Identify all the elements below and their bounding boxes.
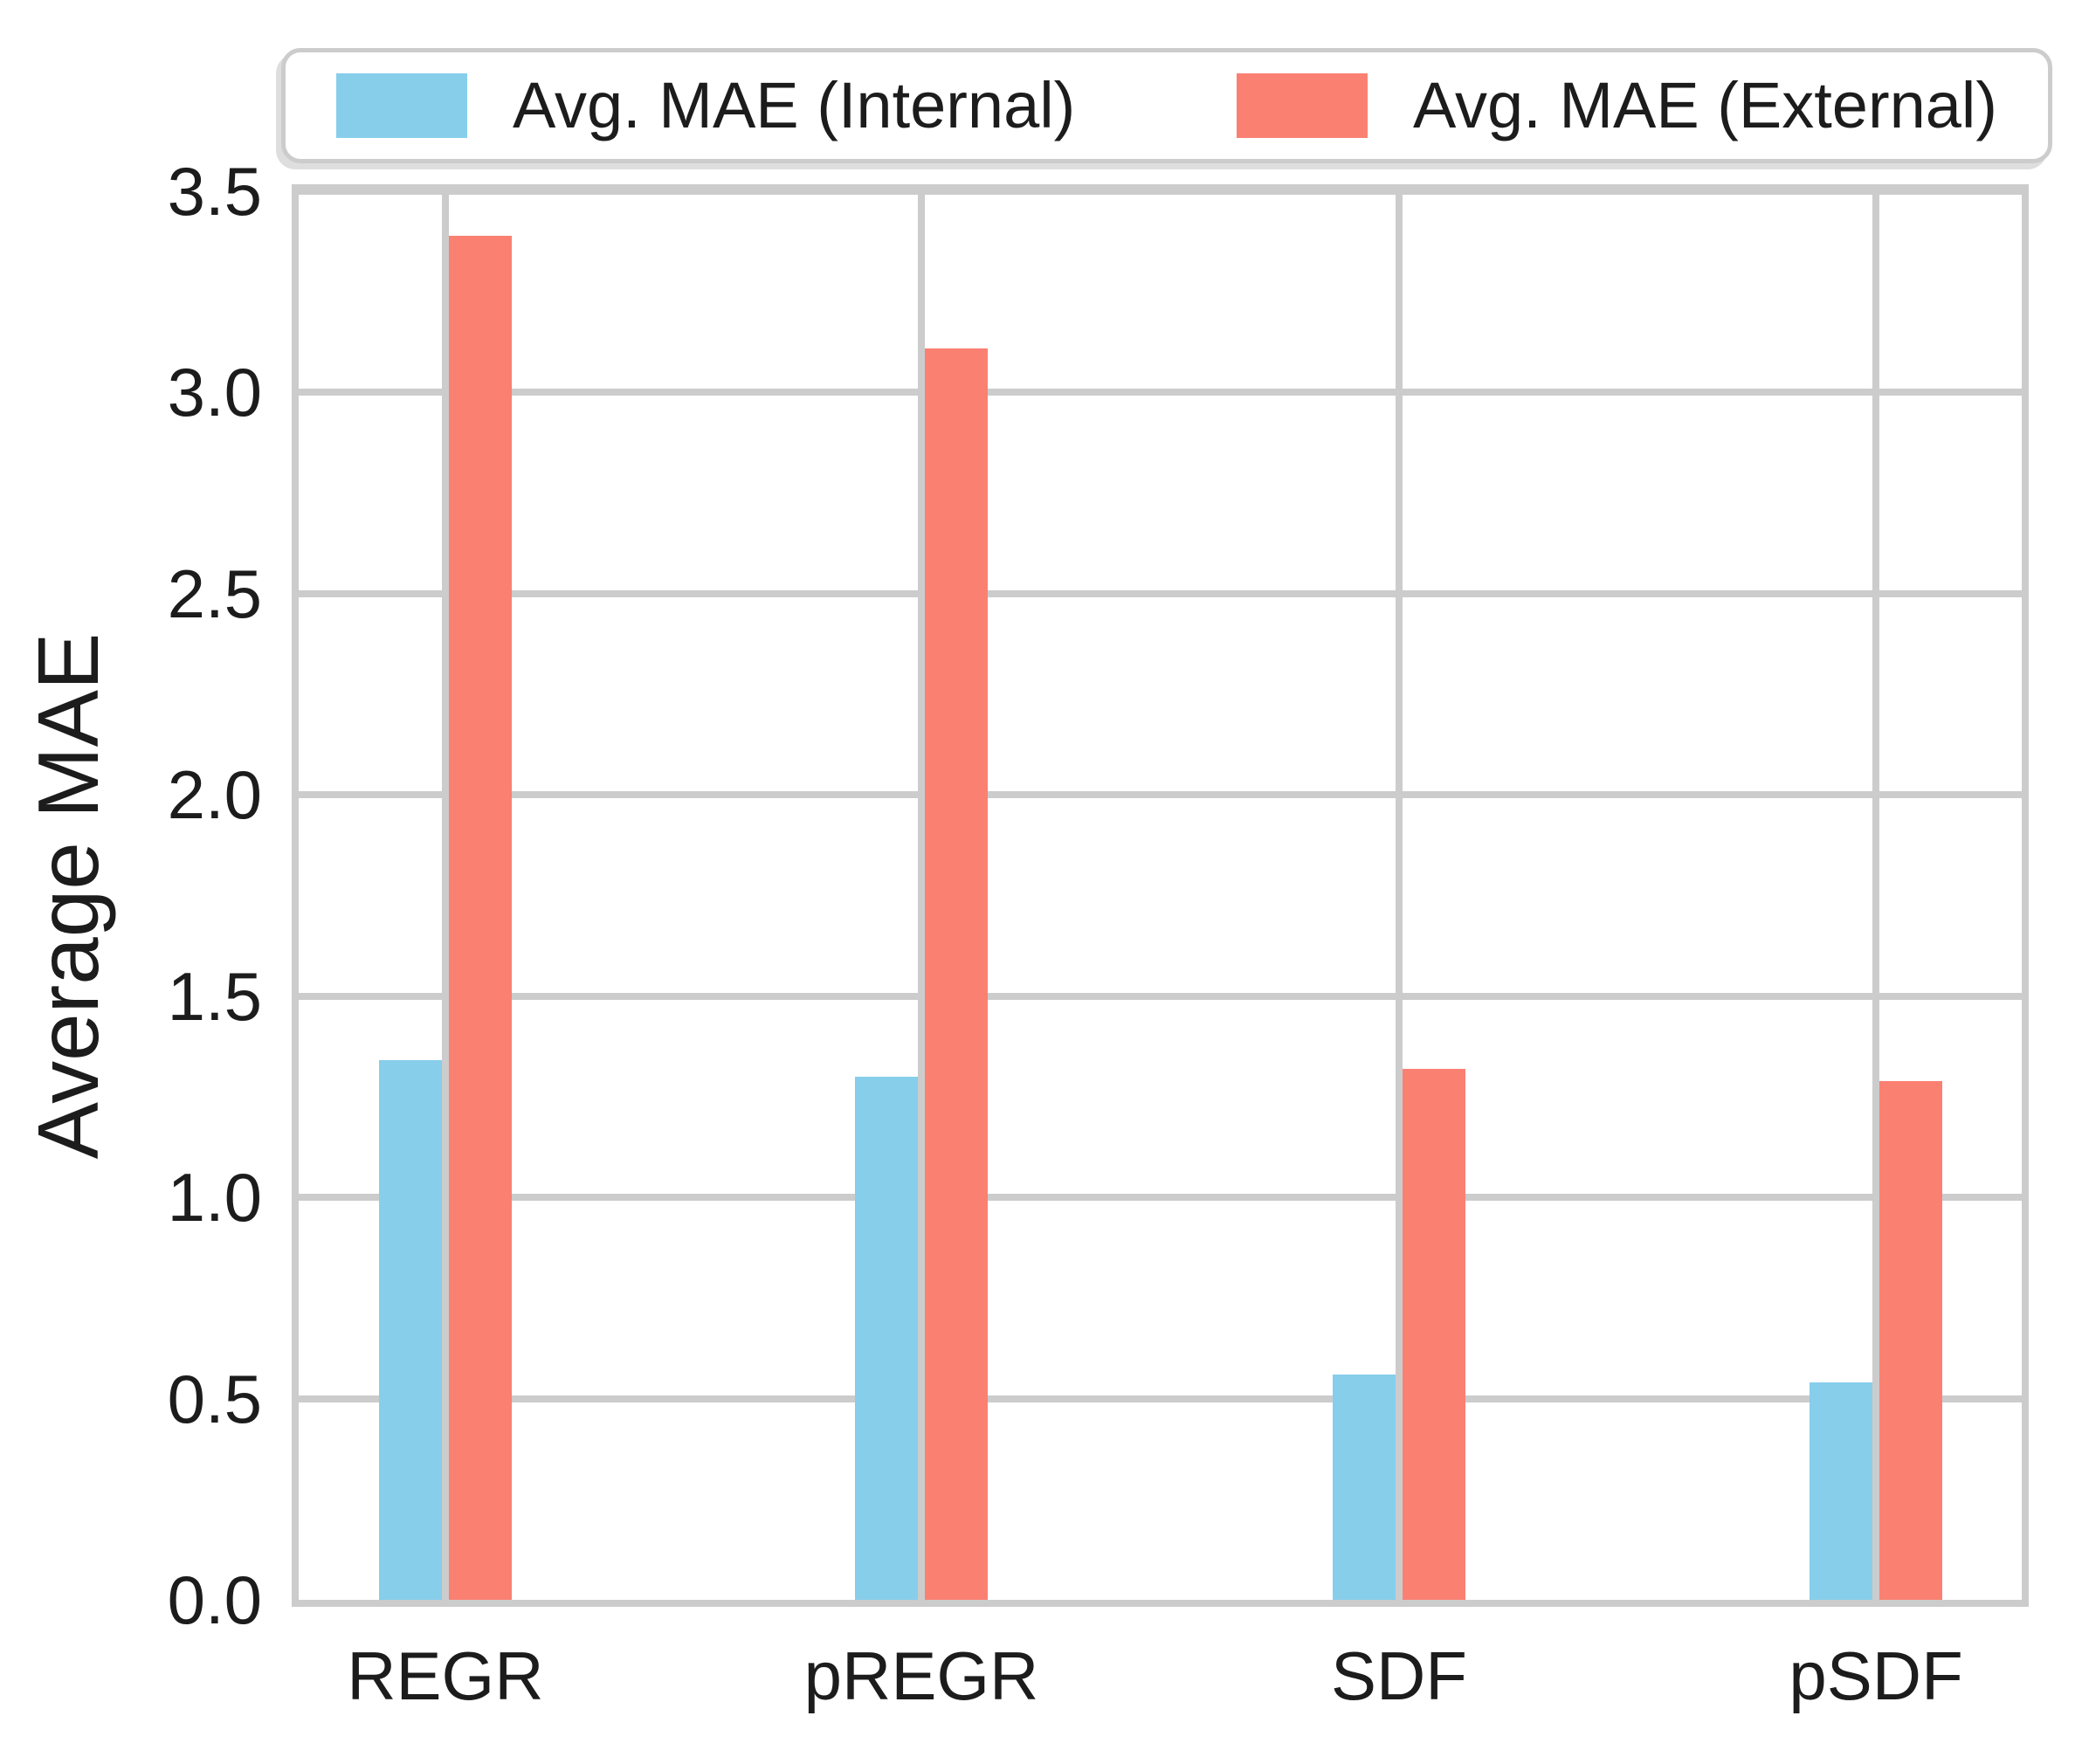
- y-axis-label: Average MAE: [20, 632, 116, 1160]
- bar-pSDF-external: [1879, 1080, 1943, 1600]
- v-gridline-pREGR: [918, 191, 926, 1600]
- legend-swatch-internal-icon: [336, 73, 467, 138]
- bar-REGR-internal: [378, 1060, 442, 1600]
- ytick-label-1.0: 1.0: [167, 1159, 262, 1237]
- h-gridline-3.5: [299, 188, 2022, 195]
- bar-pSDF-internal: [1810, 1382, 1873, 1600]
- ytick-label-3.5: 3.5: [167, 153, 262, 230]
- ytick-label-3.0: 3.0: [167, 354, 262, 431]
- ytick-label-0.5: 0.5: [167, 1360, 262, 1437]
- ytick-label-2.5: 2.5: [167, 555, 262, 632]
- bar-SDF-external: [1402, 1068, 1465, 1600]
- xtick-label-SDF: SDF: [1330, 1637, 1467, 1714]
- v-gridline-pSDF: [1872, 191, 1880, 1600]
- xtick-label-REGR: REGR: [347, 1637, 544, 1714]
- h-gridline-0.5: [299, 1395, 2022, 1402]
- h-gridline-2.5: [299, 589, 2022, 597]
- h-gridline-2.0: [299, 791, 2022, 799]
- plot-area: [292, 184, 2029, 1607]
- xtick-label-pREGR: pREGR: [803, 1637, 1039, 1714]
- h-gridline-1.5: [299, 992, 2022, 1000]
- ytick-label-2.0: 2.0: [167, 756, 262, 834]
- legend-label-internal: Avg. MAE (Internal): [513, 69, 1076, 141]
- h-gridline-1.0: [299, 1194, 2022, 1202]
- bar-REGR-external: [448, 235, 512, 1600]
- legend-swatch-external-icon: [1237, 73, 1368, 138]
- legend-label-external: Avg. MAE (External): [1413, 69, 1997, 141]
- h-gridline-3.0: [299, 389, 2022, 396]
- legend: Avg. MAE (Internal) Avg. MAE (External): [281, 48, 2052, 163]
- bar-pREGR-external: [925, 348, 989, 1600]
- legend-item-external: Avg. MAE (External): [1237, 73, 1997, 138]
- v-gridline-SDF: [1395, 191, 1403, 1600]
- ytick-label-1.5: 1.5: [167, 957, 262, 1035]
- ytick-label-0.0: 0.0: [167, 1561, 262, 1638]
- xtick-label-pSDF: pSDF: [1789, 1637, 1963, 1714]
- bar-SDF-internal: [1332, 1374, 1396, 1600]
- bar-pREGR-internal: [855, 1076, 919, 1600]
- v-gridline-REGR: [441, 191, 449, 1600]
- legend-item-internal: Avg. MAE (Internal): [336, 73, 1075, 138]
